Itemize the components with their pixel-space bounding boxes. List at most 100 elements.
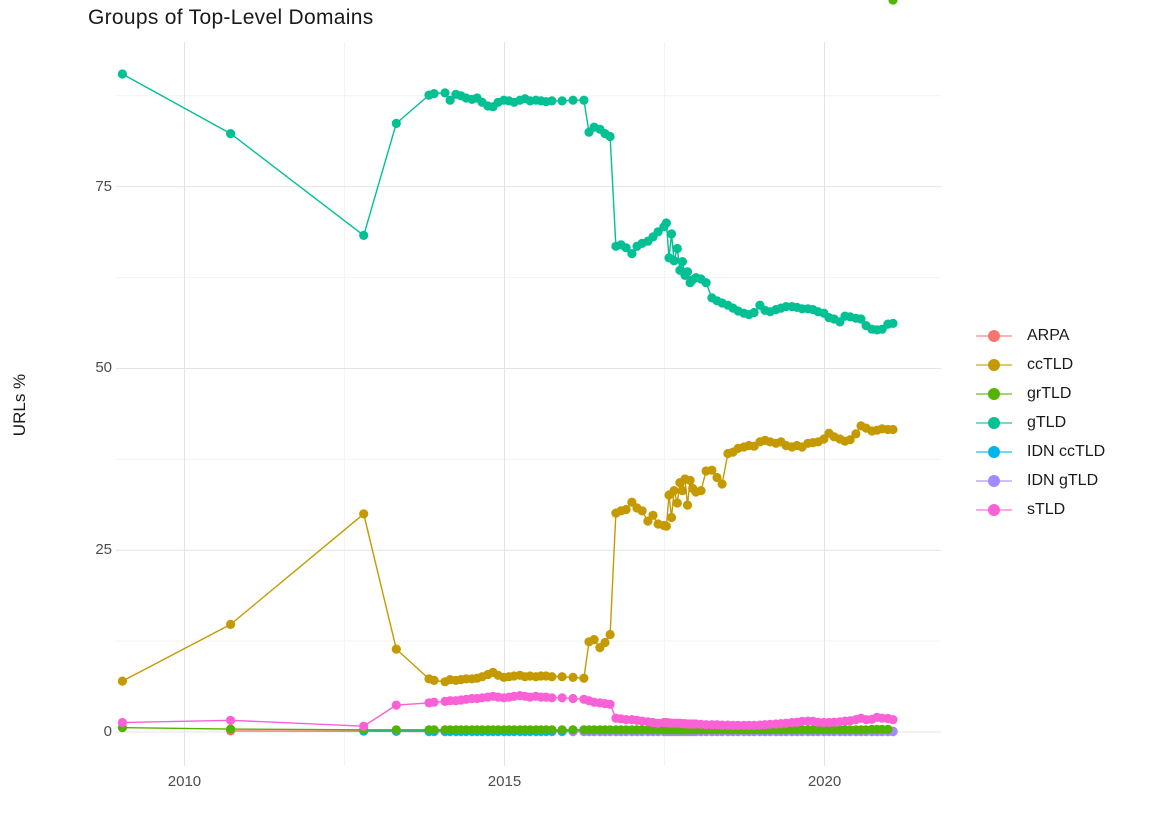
data-point xyxy=(568,725,578,735)
legend-key-dot xyxy=(988,474,1000,487)
legend-label: sTLD xyxy=(1027,500,1066,518)
data-point xyxy=(429,89,439,99)
data-point xyxy=(888,0,898,5)
data-point xyxy=(707,465,717,475)
data-point xyxy=(226,724,236,734)
data-point xyxy=(888,318,898,328)
data-point xyxy=(661,521,672,531)
data-point xyxy=(701,278,711,288)
data-point xyxy=(672,498,682,508)
data-point xyxy=(391,700,401,710)
data-point xyxy=(391,644,401,654)
legend-item-gtld: gTLD xyxy=(976,408,1105,437)
data-point xyxy=(568,95,578,105)
series-line-cctld xyxy=(122,425,893,683)
data-point xyxy=(226,715,236,725)
y-tick-label: 50 xyxy=(95,359,112,377)
legend: ARPA ccTLD grTLD gTLD IDN ccTLD IDN gTLD sTLD xyxy=(976,321,1105,524)
data-point xyxy=(605,629,615,640)
legend-item-stld: sTLD xyxy=(976,495,1105,524)
data-point xyxy=(749,307,759,318)
data-point xyxy=(557,725,567,735)
legend-key-icon xyxy=(976,358,1012,371)
data-point xyxy=(717,479,727,489)
data-point xyxy=(851,429,861,439)
data-point xyxy=(429,697,439,707)
legend-key-dot xyxy=(988,416,1000,429)
data-point xyxy=(677,257,688,267)
data-point xyxy=(547,672,557,682)
data-point xyxy=(445,95,455,105)
legend-key-dot xyxy=(988,329,1000,342)
data-point xyxy=(696,486,706,496)
data-point xyxy=(669,256,679,266)
data-point xyxy=(888,424,898,435)
data-point xyxy=(637,506,647,516)
x-tick-label: 2010 xyxy=(167,773,202,790)
data-point xyxy=(226,129,236,139)
data-point xyxy=(669,486,679,496)
data-point xyxy=(845,435,855,445)
data-point xyxy=(648,510,658,520)
data-point xyxy=(117,717,127,728)
data-point xyxy=(557,96,567,106)
legend-label: IDN gTLD xyxy=(1027,471,1099,489)
data-point xyxy=(672,243,682,254)
y-tick-label: 0 xyxy=(103,722,112,740)
data-point xyxy=(359,509,369,519)
data-point xyxy=(568,672,578,683)
x-tick-label: 2015 xyxy=(487,773,522,790)
legend-item-cctld: ccTLD xyxy=(976,350,1105,379)
data-point xyxy=(579,95,589,105)
data-point xyxy=(627,249,637,259)
data-point xyxy=(712,472,722,483)
x-tick-label: 2020 xyxy=(807,773,842,790)
legend-item-arpa: ARPA xyxy=(976,321,1105,350)
data-point xyxy=(547,725,557,735)
legend-item-idn-gtld: IDN gTLD xyxy=(976,466,1105,495)
legend-label: gTLD xyxy=(1027,413,1067,431)
data-point xyxy=(547,96,557,106)
legend-item-grtld: grTLD xyxy=(976,379,1105,408)
legend-key-dot xyxy=(988,445,1000,458)
data-point xyxy=(605,699,615,709)
series-points-stld xyxy=(117,691,898,731)
legend-label: IDN ccTLD xyxy=(1027,442,1106,460)
series-line-gtld xyxy=(122,73,894,331)
data-point xyxy=(391,118,401,128)
legend-key-dot xyxy=(988,503,1000,516)
data-point xyxy=(677,486,688,496)
data-point xyxy=(661,218,672,228)
data-point xyxy=(883,724,893,735)
data-point xyxy=(557,672,567,682)
data-point xyxy=(621,243,631,253)
legend-key-dot xyxy=(988,387,1000,400)
data-point xyxy=(605,131,615,142)
data-point xyxy=(682,267,693,277)
series-points-gtld xyxy=(117,69,898,335)
data-point xyxy=(440,88,450,98)
data-point xyxy=(621,504,631,515)
series-points-cctld xyxy=(117,421,898,687)
y-tick-label: 75 xyxy=(95,177,112,195)
legend-key-dot xyxy=(988,358,1000,371)
data-point xyxy=(547,693,557,703)
data-point xyxy=(589,635,599,645)
data-point xyxy=(117,69,127,79)
legend-key-icon xyxy=(976,445,1012,458)
legend-label: ccTLD xyxy=(1027,355,1074,373)
data-point xyxy=(429,675,439,686)
data-point xyxy=(429,725,439,735)
legend-label: ARPA xyxy=(1027,326,1070,344)
y-tick-label: 25 xyxy=(95,541,112,559)
data-point xyxy=(856,314,866,324)
legend-label: grTLD xyxy=(1027,384,1072,402)
legend-key-icon xyxy=(976,416,1012,429)
data-point xyxy=(579,673,589,683)
legend-key-icon xyxy=(976,474,1012,487)
legend-key-icon xyxy=(976,503,1012,516)
data-point xyxy=(359,721,369,731)
data-point xyxy=(682,500,693,510)
data-point xyxy=(666,229,677,239)
